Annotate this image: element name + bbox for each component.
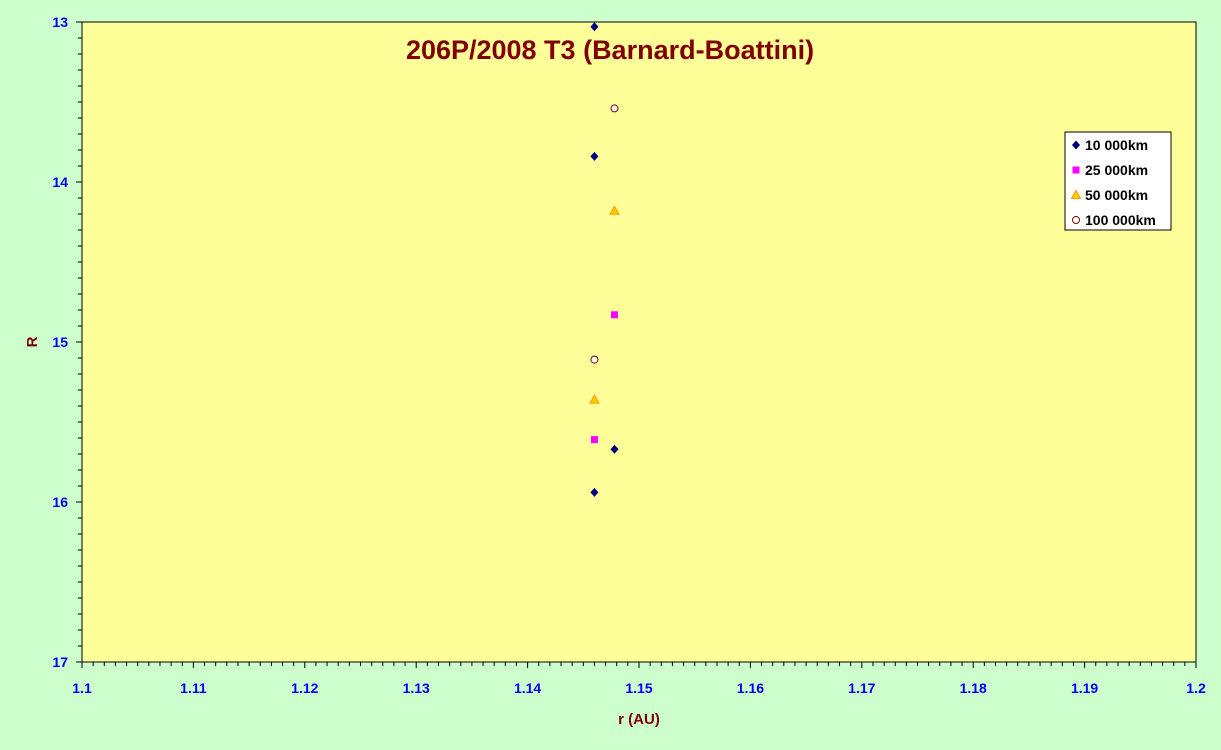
data-point [610, 311, 618, 319]
x-tick-label: 1.14 [514, 680, 541, 696]
data-point [590, 151, 599, 161]
data-point [610, 444, 619, 454]
data-points [589, 22, 620, 497]
y-tick-label: 16 [52, 494, 68, 510]
data-point [590, 22, 599, 32]
y-tick-label: 13 [52, 14, 68, 30]
x-tick-label: 1.15 [625, 680, 652, 696]
y-axis-title: R [24, 336, 41, 347]
x-tick-label: 1.16 [737, 680, 764, 696]
x-tick-label: 1.11 [180, 680, 207, 696]
legend-label: 10 000km [1085, 137, 1148, 153]
x-tick-label: 1.12 [291, 680, 318, 696]
y-tick-label: 14 [52, 174, 68, 190]
legend-box [1064, 131, 1172, 231]
legend-label: 100 000km [1085, 212, 1156, 228]
data-point [610, 104, 619, 113]
x-tick-label: 1.19 [1071, 680, 1098, 696]
x-tick-label: 1.18 [960, 680, 987, 696]
x-tick-label: 1.1 [72, 680, 92, 696]
x-tick-label: 1.2 [1186, 680, 1206, 696]
y-tick-label: 15 [52, 334, 68, 350]
legend-label: 50 000km [1085, 187, 1148, 203]
x-axis-title: r (AU) [618, 711, 660, 728]
data-point [590, 487, 599, 497]
plot-area [81, 21, 1197, 663]
y-tick-label: 17 [52, 654, 68, 670]
data-point [590, 436, 598, 444]
legend-marker [1072, 166, 1080, 174]
legend-label: 25 000km [1085, 162, 1148, 178]
legend-marker [1072, 140, 1080, 150]
legend-marker [1072, 216, 1080, 224]
data-point [589, 394, 600, 404]
x-tick-label: 1.13 [403, 680, 430, 696]
x-tick-label: 1.17 [848, 680, 875, 696]
data-point [590, 355, 599, 364]
x-axis: 1.1 1.11 1.12 1.13 1.14 1.15 1.16 1.17 1.18 1.19 1… [72, 662, 1206, 696]
data-point [609, 205, 620, 215]
legend: 10 000km 25 000km 50 000km 100 000km [1064, 131, 1172, 231]
y-axis: 13 14 15 16 17 [52, 14, 82, 670]
legend-marker [1070, 189, 1082, 199]
chart-title: 206P/2008 T3 (Barnard-Boattini) [406, 35, 814, 65]
